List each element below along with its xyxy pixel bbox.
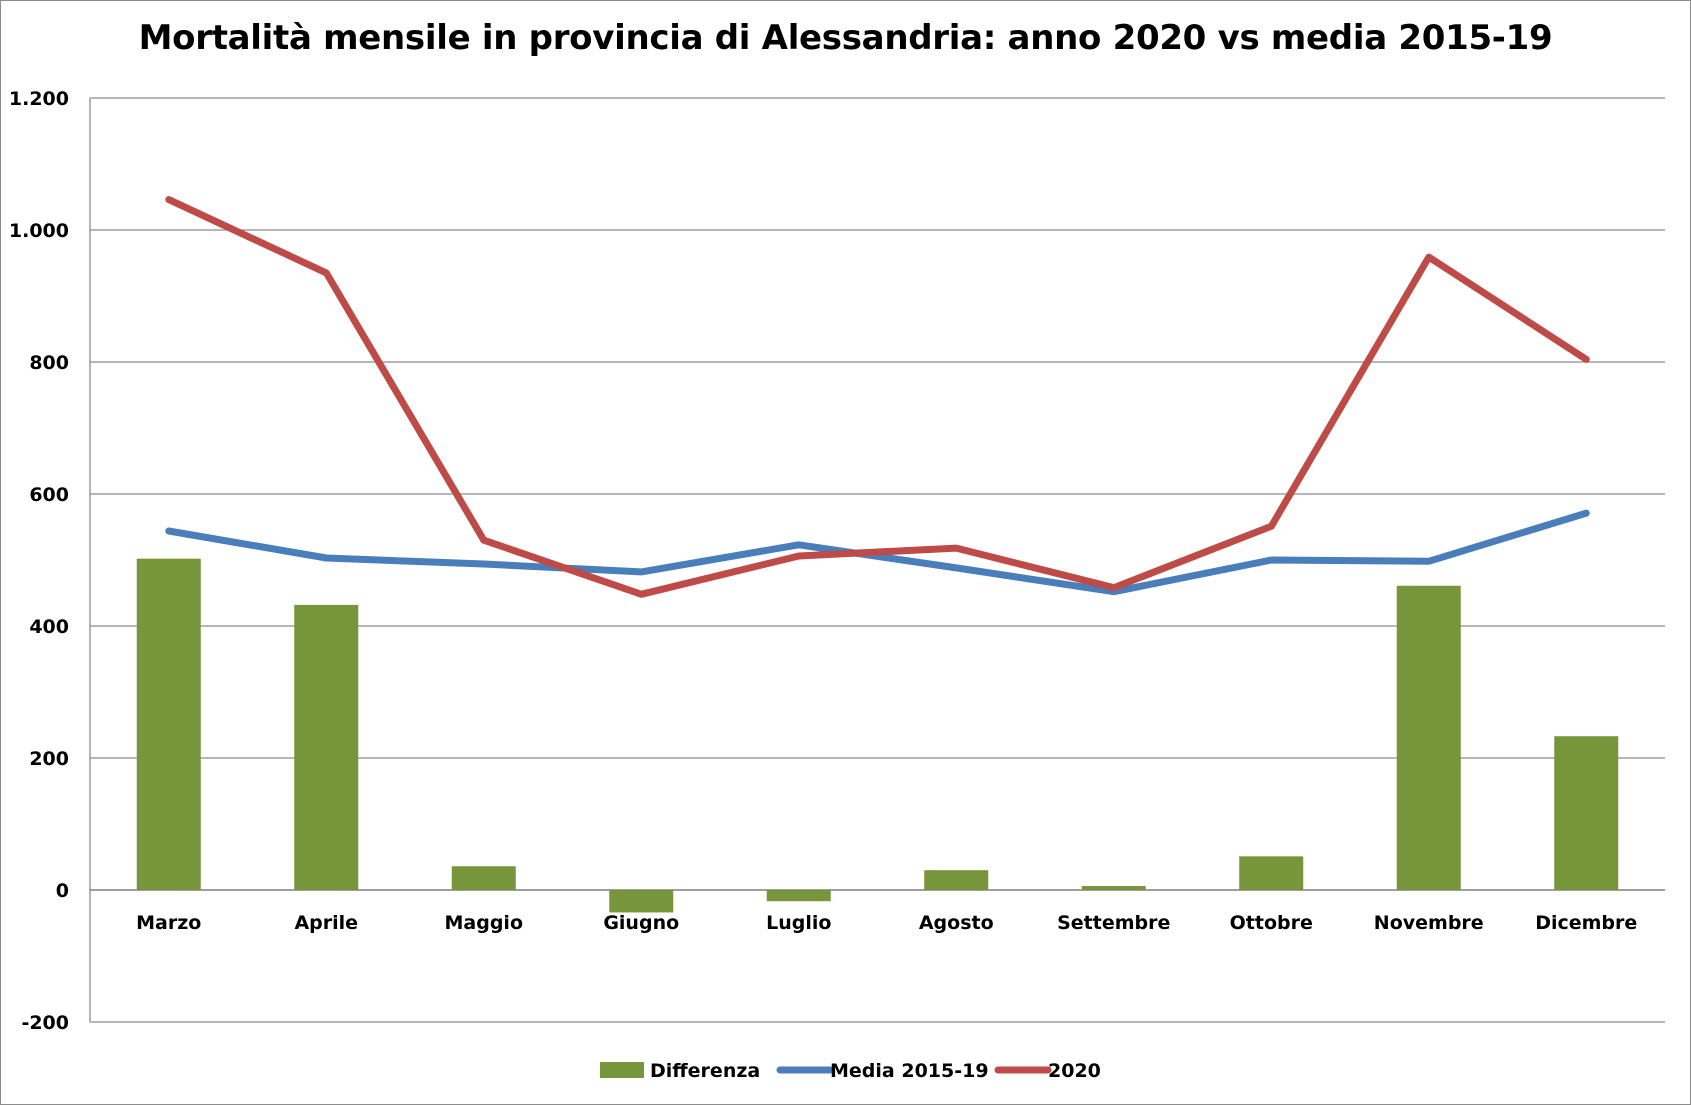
x-tick-label: Luglio (766, 912, 831, 934)
x-tick-label: Dicembre (1535, 912, 1637, 934)
bar-giugno (609, 890, 674, 913)
y-tick-label: -200 (21, 1012, 69, 1034)
legend-label: 2020 (1048, 1060, 1101, 1082)
bar-novembre (1396, 585, 1461, 890)
y-tick-label: 1.000 (9, 220, 69, 242)
y-tick-label: 400 (29, 616, 69, 638)
bar-settembre (1081, 886, 1146, 890)
bar-agosto (924, 870, 989, 890)
bar-maggio (451, 866, 516, 890)
y-tick-label: 0 (56, 880, 69, 902)
x-tick-label: Novembre (1374, 912, 1484, 934)
x-tick-label: Settembre (1057, 912, 1170, 934)
y-tick-label: 600 (29, 484, 69, 506)
legend-label: Media 2015-19 (830, 1060, 989, 1082)
line-series-1 (165, 509, 1590, 596)
legend-swatch (600, 1062, 644, 1078)
x-tick-label: Maggio (445, 912, 524, 934)
y-tick-label: 800 (29, 352, 69, 374)
x-tick-label: Giugno (603, 912, 679, 934)
x-tick-label: Aprile (294, 912, 358, 934)
y-tick-label: 1.200 (9, 88, 69, 110)
x-tick-label: Agosto (919, 912, 994, 934)
x-tick-label: Marzo (136, 912, 201, 934)
legend-label: Differenza (650, 1060, 760, 1082)
chart-title: Mortalità mensile in provincia di Alessa… (138, 18, 1553, 58)
x-tick-label: Ottobre (1230, 912, 1313, 934)
bar-marzo (136, 558, 201, 890)
legend: Differenza Media 2015-19 2020 (600, 1060, 1101, 1082)
y-tick-label: 200 (29, 748, 69, 770)
bar-ottobre (1239, 856, 1304, 890)
line-series-2 (165, 196, 1590, 598)
bar-dicembre (1554, 736, 1619, 890)
bar-aprile (294, 604, 359, 890)
bar-luglio (766, 890, 831, 902)
